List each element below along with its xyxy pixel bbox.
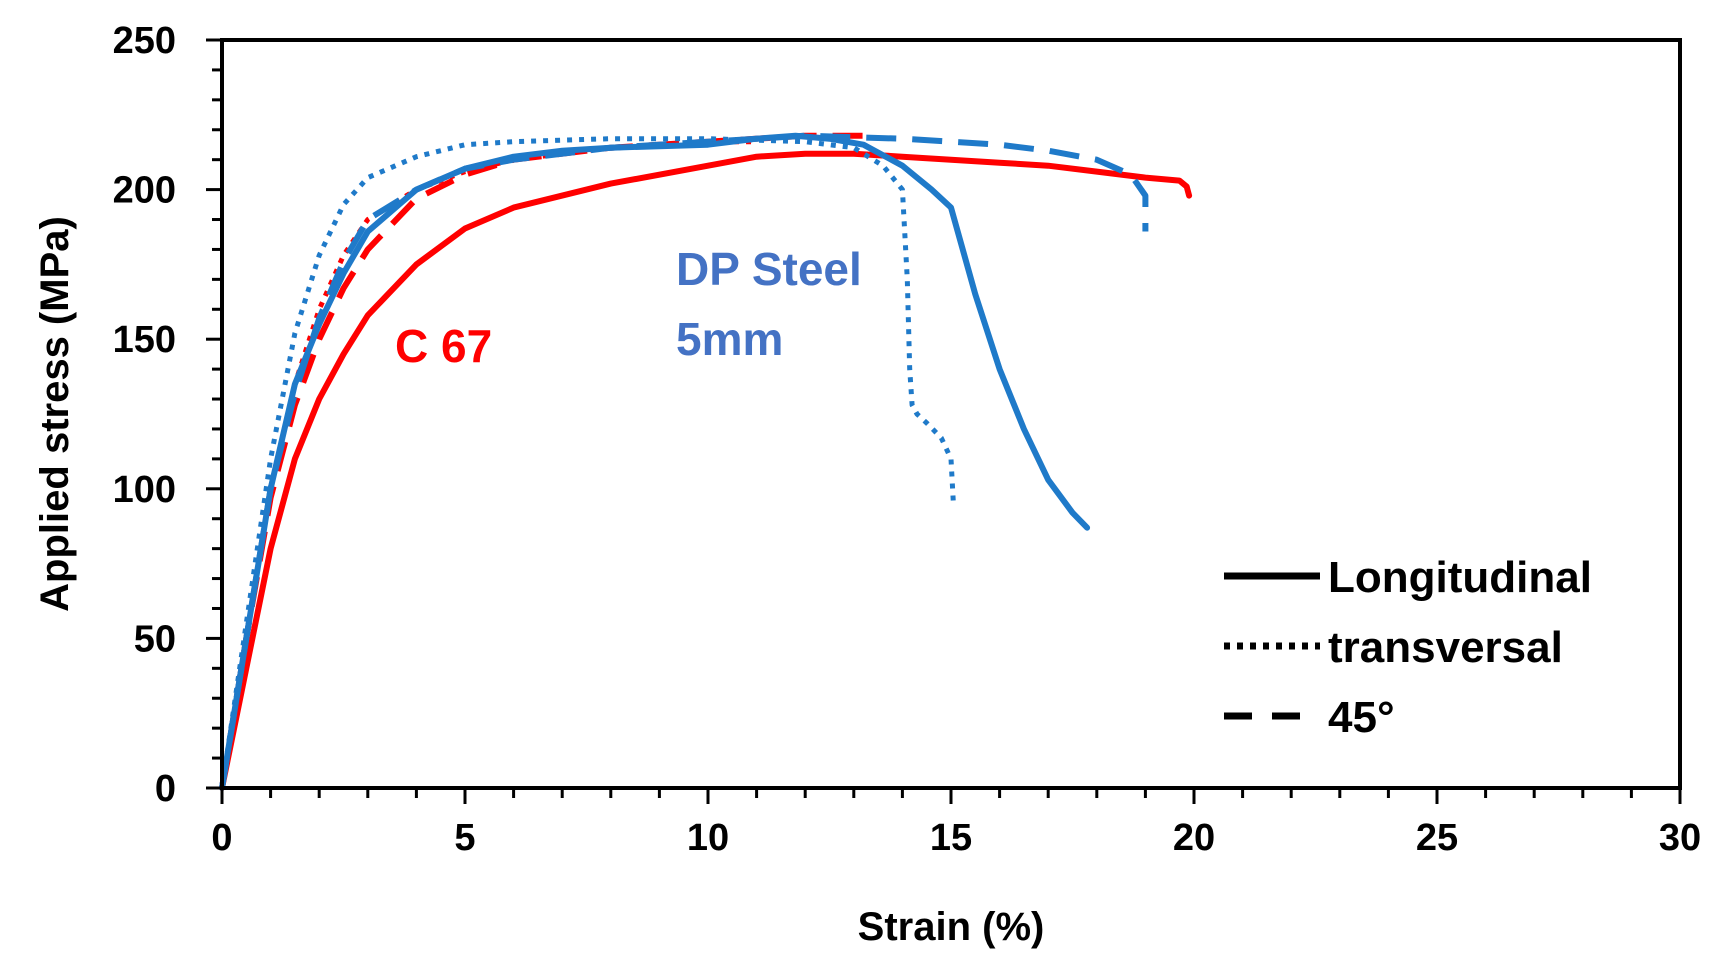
x-tick-labels: 0 5 10 15 20 25 30 [211, 817, 1701, 859]
series-layer [219, 132, 1193, 791]
legend-label-45: 45° [1328, 693, 1395, 742]
annotation-5mm: 5mm [676, 313, 783, 365]
annotation-c67: C 67 [395, 320, 492, 372]
legend-label-transversal: transversal [1328, 623, 1563, 672]
legend-label-longitudinal: Longitudinal [1328, 553, 1592, 602]
y-tick-label: 0 [155, 768, 176, 810]
x-tick-label: 15 [930, 817, 972, 859]
series-line-dp-steel-transversal [219, 136, 956, 789]
x-tick-label: 0 [211, 817, 232, 859]
x-tick-label: 25 [1416, 817, 1458, 859]
y-tick-labels: 0 50 100 150 200 250 [113, 20, 176, 810]
x-tick-label: 20 [1173, 817, 1215, 859]
ticks-layer [206, 38, 1682, 804]
y-tick-label: 200 [113, 170, 176, 212]
y-tick-label: 50 [134, 618, 176, 660]
annotation-dp-steel: DP Steel [676, 243, 862, 295]
x-tick-label: 5 [454, 817, 475, 859]
series-line-dp-steel-45 [219, 132, 1149, 789]
y-tick-label: 150 [113, 319, 176, 361]
x-axis-title: Strain (%) [858, 905, 1045, 949]
series-line-c-67-longitudinal [219, 150, 1193, 791]
y-axis-title: Applied stress (MPa) [33, 216, 77, 612]
y-tick-label: 250 [113, 20, 176, 62]
legend: Longitudinal transversal 45° [1224, 553, 1592, 742]
y-tick-label: 100 [113, 469, 176, 511]
x-tick-label: 30 [1659, 817, 1701, 859]
x-tick-label: 10 [687, 817, 729, 859]
